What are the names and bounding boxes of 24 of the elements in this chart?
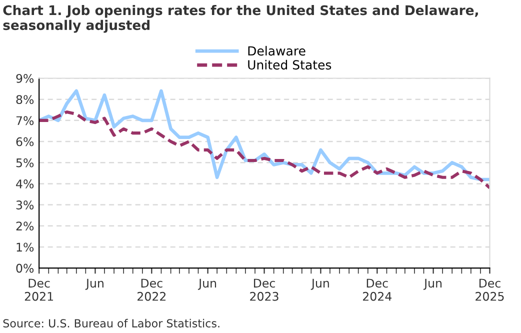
x-tick-label: Jun	[423, 278, 442, 290]
legend-label: Delaware	[248, 46, 306, 56]
x-tick-label: Jun	[85, 278, 104, 290]
y-tick-label: 6%	[16, 137, 34, 146]
x-tick-label: Dec 2022	[138, 278, 166, 301]
x-tick-label: Jun	[310, 278, 329, 290]
y-tick-label: 7%	[16, 116, 34, 126]
x-tick-label: Dec 2021	[24, 278, 54, 301]
x-tick-label: Dec 2024	[362, 278, 392, 301]
y-tick-label: 8%	[16, 95, 34, 104]
y-tick-label: 9%	[16, 74, 34, 83]
y-tick-label: 2%	[16, 222, 34, 231]
y-tick-label: 0%	[16, 264, 34, 273]
legend-label: United States	[248, 60, 332, 70]
line-series	[39, 110, 490, 190]
x-tick-label: Dec 2023	[250, 278, 278, 301]
chart-title: Chart 1. Job openings rates for the United States and Delaware, seasonally adjusted	[3, 4, 478, 33]
y-tick-label: 5%	[16, 158, 34, 168]
x-tick-label: Dec 2025	[476, 278, 504, 301]
source-note: Source: U.S. Bureau of Labor Statistics.	[3, 318, 220, 328]
y-tick-label: 1%	[16, 242, 34, 252]
y-tick-label: 4%	[16, 179, 34, 188]
x-tick-label: Jun	[198, 278, 216, 290]
y-tick-label: 3%	[16, 200, 34, 210]
